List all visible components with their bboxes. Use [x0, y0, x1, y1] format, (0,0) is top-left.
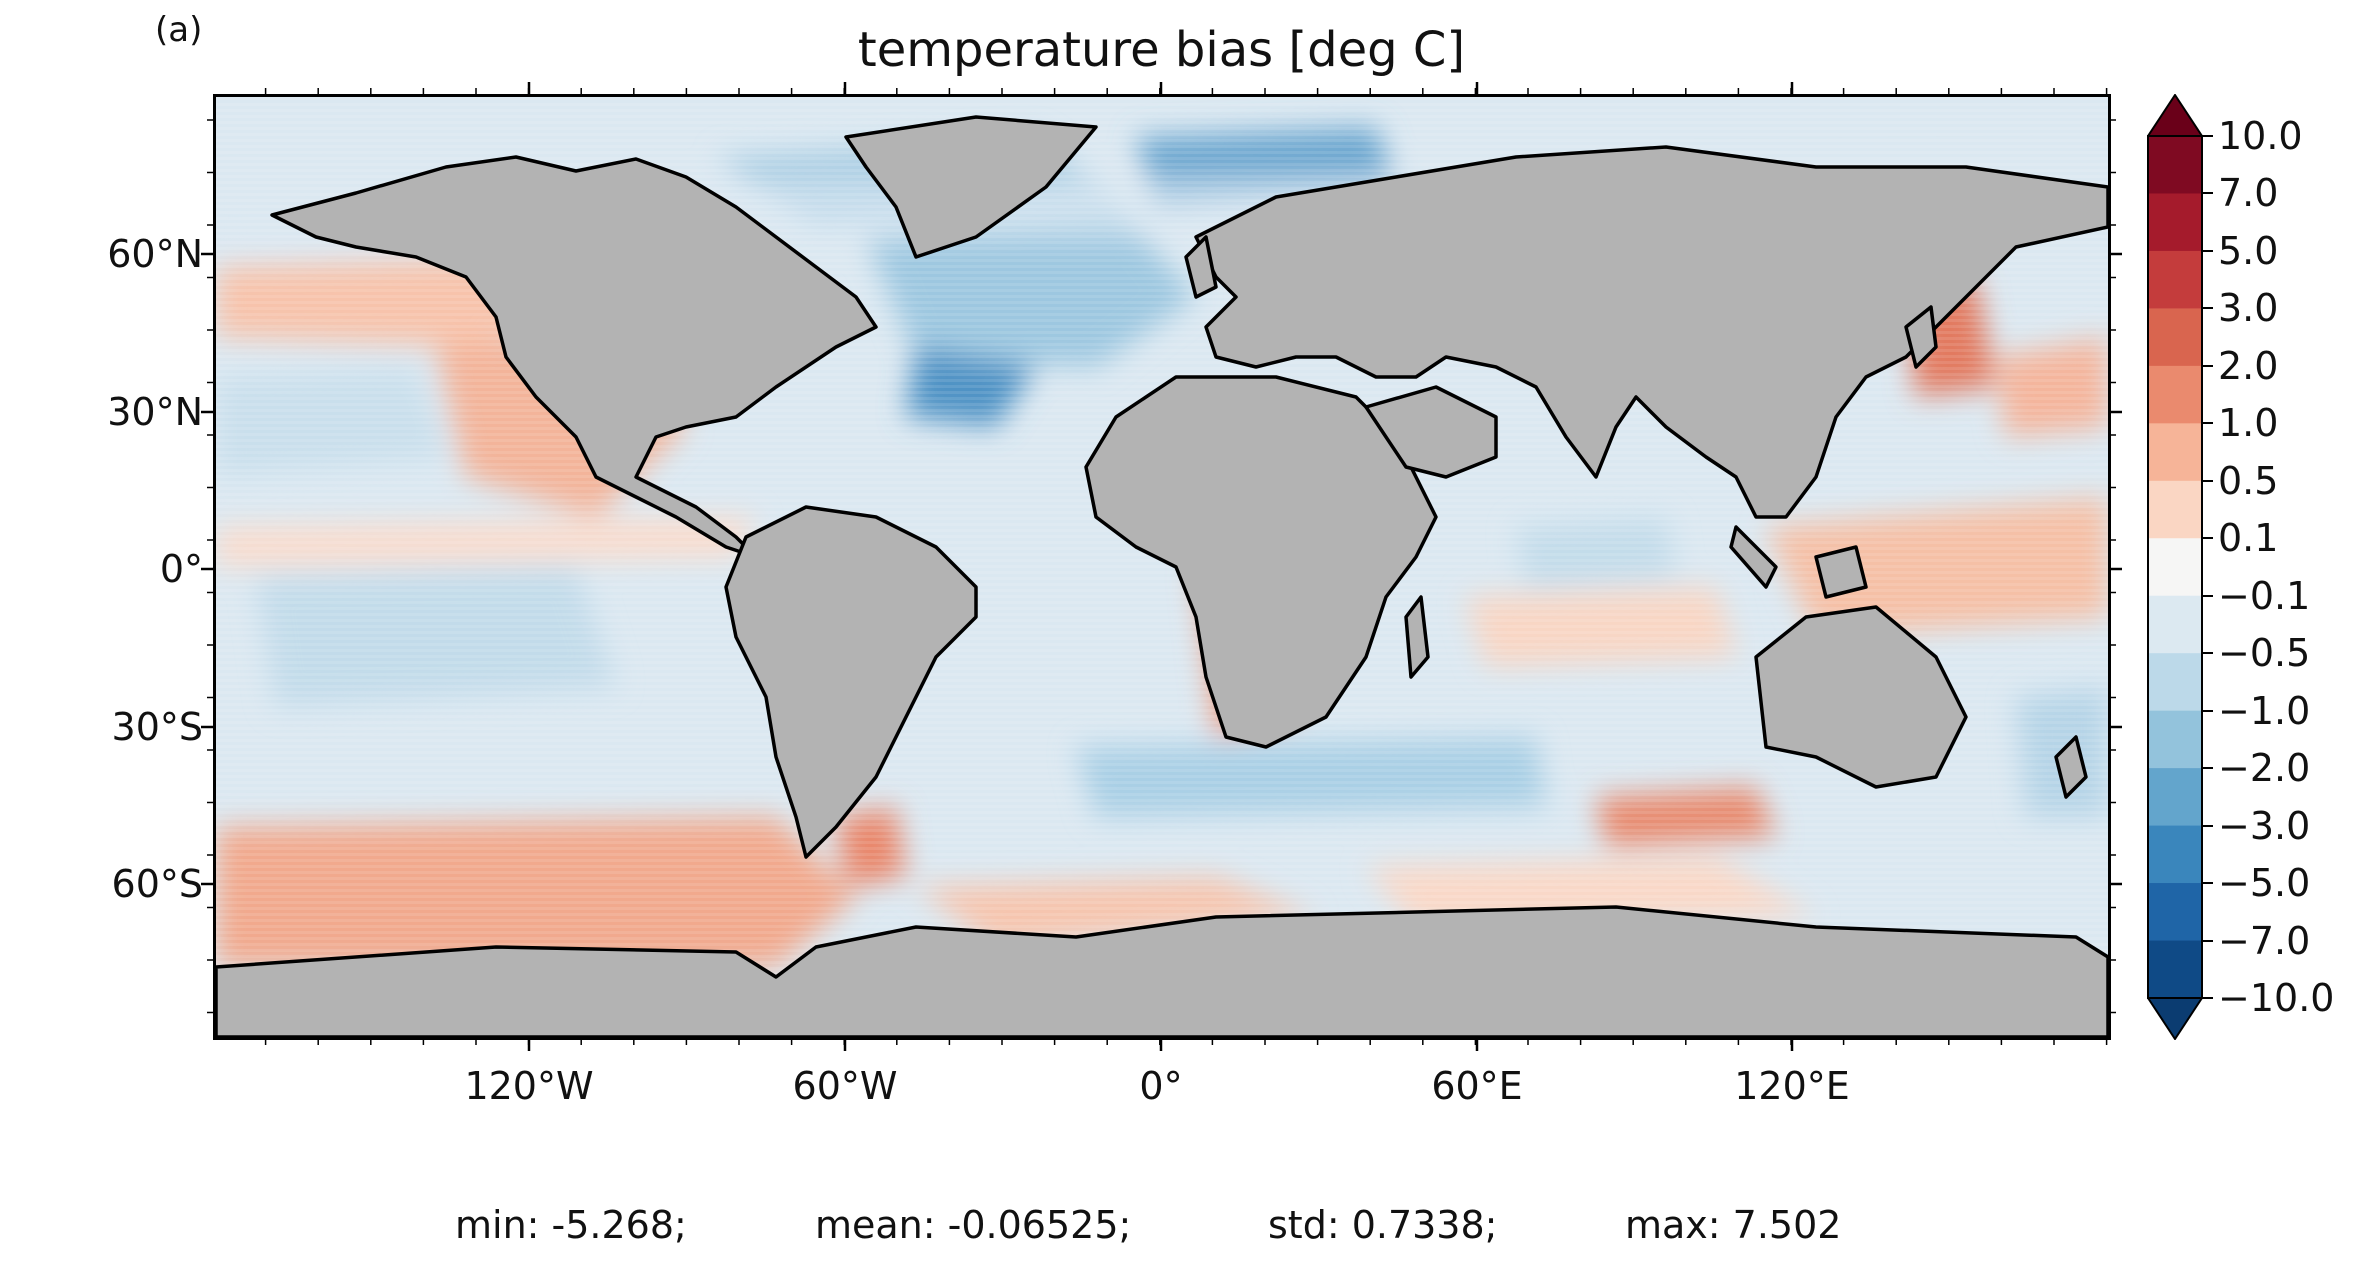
colorbar-tick: [2203, 939, 2213, 942]
north-america: [270, 155, 878, 559]
colorbar-tick: [2203, 479, 2213, 482]
colorbar-band: [2148, 825, 2202, 884]
colorbar-tick: [2203, 422, 2213, 425]
land-masses: [216, 115, 2108, 1037]
colorbar-band: [2148, 136, 2202, 194]
colorbar-tick-label: −3.0: [2218, 803, 2311, 848]
panel-label: (a): [155, 10, 203, 50]
colorbar-tick-label: 2.0: [2218, 343, 2279, 388]
colorbar-band: [2148, 653, 2202, 712]
map-title: temperature bias [deg C]: [857, 22, 1466, 78]
colorbar-tick: [2203, 882, 2213, 885]
colorbar: [2147, 94, 2203, 1040]
colorbar-band: [2148, 423, 2202, 482]
colorbar-tick: [2203, 249, 2213, 252]
stat-std: std: 0.7338;: [1268, 1203, 1498, 1247]
south-america: [724, 505, 978, 859]
colorbar-tick-label: −7.0: [2218, 918, 2311, 963]
antarctica: [216, 905, 2108, 1037]
colorbar-band: [2148, 883, 2202, 942]
colorbar-tick-label: −5.0: [2218, 861, 2311, 906]
colorbar-tick: [2203, 997, 2213, 999]
lon-label-60w: 60°W: [792, 1064, 898, 1108]
colorbar-tick: [2203, 364, 2213, 367]
lat-label-30n: 30°N: [107, 390, 203, 434]
colorbar-tick: [2203, 709, 2213, 712]
greenland: [844, 115, 1098, 259]
colorbar-tick-label: 5.0: [2218, 228, 2279, 273]
colorbar-extend-max: [2147, 94, 2203, 137]
lat-label-60s: 60°S: [111, 862, 203, 906]
lat-label-equator: 0°: [159, 547, 203, 591]
colorbar-band: [2148, 250, 2202, 309]
temperature-bias-field: [216, 97, 2108, 1037]
colorbar-tick: [2203, 537, 2213, 540]
lat-label-60n: 60°N: [107, 232, 203, 276]
colorbar-band: [2148, 193, 2202, 252]
madagascar: [1404, 595, 1430, 679]
colorbar-tick: [2203, 135, 2213, 137]
stat-mean: mean: -0.06525;: [815, 1203, 1132, 1247]
colorbar-tick: [2203, 824, 2213, 827]
colorbar-band: [2148, 595, 2202, 654]
colorbar-tick-label: 3.0: [2218, 286, 2279, 331]
great-britain: [1184, 235, 1218, 299]
colorbar-tick: [2203, 652, 2213, 655]
colorbar-tick-label: −2.0: [2218, 746, 2311, 791]
colorbar-band: [2148, 538, 2202, 597]
eurasia: [1194, 145, 2108, 519]
borneo: [1814, 545, 1868, 599]
map-plot-area: [213, 94, 2111, 1040]
arabian-peninsula: [1364, 385, 1498, 479]
colorbar-extend-min: [2147, 997, 2203, 1040]
colorbar-band: [2148, 940, 2202, 999]
colorbar-tick-label: −1.0: [2218, 688, 2311, 733]
colorbar-tick: [2203, 192, 2213, 195]
colorbar-tick-label: −10.0: [2218, 976, 2335, 1020]
sumatra: [1729, 525, 1778, 589]
lon-label-120w: 120°W: [464, 1064, 594, 1108]
lat-label-30s: 30°S: [111, 705, 203, 749]
colorbar-band: [2148, 365, 2202, 424]
stat-max: max: 7.502: [1625, 1203, 1842, 1247]
stat-min: min: -5.268;: [455, 1203, 687, 1247]
lon-label-120e: 120°E: [1734, 1064, 1850, 1108]
colorbar-tick-label: 1.0: [2218, 401, 2279, 446]
colorbar-tick-label: 0.5: [2218, 458, 2279, 503]
colorbar-tick-label: 7.0: [2218, 171, 2279, 216]
colorbar-tick-label: −0.5: [2218, 631, 2311, 676]
colorbar-band: [2148, 480, 2202, 539]
colorbar-tick-label: −0.1: [2218, 573, 2311, 618]
africa: [1084, 375, 1438, 749]
colorbar-tick-label: 10.0: [2218, 114, 2303, 158]
japan: [1904, 305, 1938, 369]
colorbar-tick: [2203, 767, 2213, 770]
colorbar-frame: [2147, 135, 2203, 999]
colorbar-tick: [2203, 594, 2213, 597]
new-zealand: [2054, 735, 2088, 799]
lon-label-0: 0°: [1139, 1064, 1183, 1108]
colorbar-band: [2148, 308, 2202, 367]
colorbar-band: [2148, 710, 2202, 769]
australia: [1754, 605, 1968, 789]
colorbar-tick: [2203, 307, 2213, 310]
colorbar-band: [2148, 768, 2202, 827]
lon-label-60e: 60°E: [1431, 1064, 1523, 1108]
colorbar-tick-label: 0.1: [2218, 516, 2279, 561]
